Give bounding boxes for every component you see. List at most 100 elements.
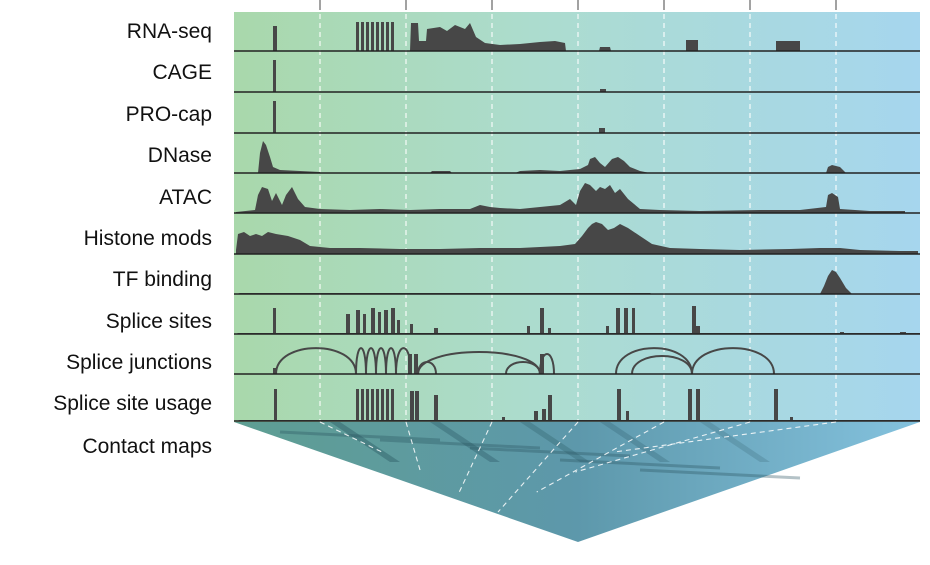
contact-stripe [279,430,441,442]
junction-arc [539,353,555,375]
signal-bar [502,417,505,421]
signal-bar [796,45,800,51]
signal-area [826,165,846,173]
signal-bar [391,22,394,51]
signal-bar [376,22,379,51]
signal-bar [366,22,369,51]
signal-bar [384,310,388,334]
signal-bar [273,308,276,334]
signal-bar [391,389,394,421]
signal-bar [386,389,389,421]
signal-area [410,23,566,51]
region-dividers [319,0,837,422]
track-label-atac: ATAC [159,186,212,209]
signal-bar [624,308,628,334]
signal-bar [540,354,544,374]
signal-area [820,270,852,294]
contact-map-label: Contact maps [82,435,212,458]
signal-bar [599,128,605,133]
signal-bar [688,389,692,421]
contact-guide-line [614,421,837,453]
track-label-splice-junctions: Splice junctions [66,351,212,374]
signal-bar [273,60,276,92]
signal-tracks [236,22,920,421]
signal-area [236,183,905,213]
signal-bar [366,389,369,421]
contact-stripe [639,468,801,480]
signal-bar [356,22,359,51]
track-label-histone-mods: Histone mods [83,227,212,250]
signal-bar [696,326,700,334]
signal-bar [356,389,359,421]
signal-bar [606,326,609,334]
signal-bar [616,308,620,334]
signal-bar [626,411,629,421]
signal-bar [361,22,364,51]
track-label-rna-seq: RNA-seq [126,20,212,43]
signal-bar [434,395,438,421]
signal-bar [356,310,360,334]
signal-bar [414,354,418,374]
signal-bar [686,40,698,51]
signal-area [515,157,650,173]
signal-bar [346,314,350,334]
signal-bar [600,89,606,92]
contact-map-triangle [234,422,920,542]
contact-band [700,422,770,462]
signal-bar [774,389,778,421]
contact-stripe [469,446,631,458]
contact-guide-line [536,421,665,493]
contact-band [330,422,400,462]
junction-arc [505,361,541,375]
signal-bar [548,328,551,334]
signal-bar [274,389,277,421]
signal-bar [527,326,530,334]
junction-arc [631,355,693,375]
signal-bar [363,314,366,334]
contact-stripe [379,438,541,450]
contact-band [430,422,500,462]
signal-bar [381,389,384,421]
contact-map [234,421,920,542]
track-label-splice-site-usage: Splice site usage [53,392,212,415]
track-label-tf-binding: TF binding [112,268,212,291]
contact-band [520,422,590,462]
signal-bar [273,368,276,374]
signal-bar [415,391,419,421]
signal-bar [534,411,538,421]
signal-bar [376,389,379,421]
junction-arc [615,347,693,375]
track-baselines [234,50,920,422]
signal-bar [371,22,374,51]
signal-bar [361,389,364,421]
track-label-splice-sites: Splice sites [105,310,212,333]
track-label-dnase: DNase [147,144,212,167]
signal-bar [410,324,413,334]
signal-bar [790,417,793,421]
tracks-background [234,12,920,422]
signal-bar [617,389,621,421]
junction-arc [691,347,775,375]
signal-bar [632,308,635,334]
contact-stripe [559,458,721,470]
signal-bar [273,101,276,133]
signal-bar [540,308,544,334]
contact-guide-line [575,421,751,473]
junction-arc [275,347,357,375]
signal-bar [273,26,277,51]
signal-bar [548,395,552,421]
signal-bar [391,308,395,334]
track-label-pro-cap: PRO-cap [125,103,212,126]
signal-bar [381,22,384,51]
signal-area [258,141,320,173]
signal-bar [410,391,414,421]
contact-guide-line [497,421,579,513]
junction-arc [395,347,412,375]
signal-bar [378,312,381,334]
signal-area [599,47,611,51]
contact-guide-line [458,421,493,493]
contact-guide-line [319,421,383,453]
signal-bar [397,320,400,334]
